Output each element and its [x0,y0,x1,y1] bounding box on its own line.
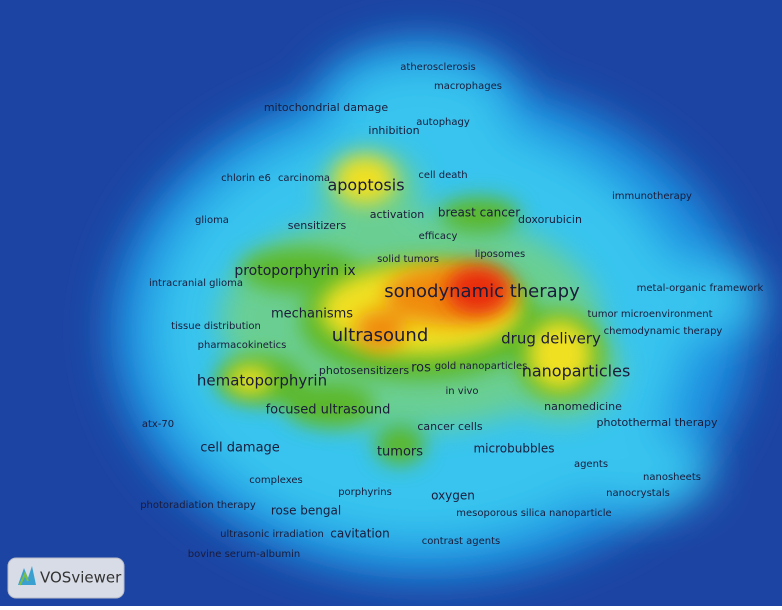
term-label[interactable]: doxorubicin [518,213,582,226]
term-label[interactable]: complexes [249,475,302,486]
term-label[interactable]: photoradiation therapy [140,500,256,511]
term-label[interactable]: tumors [377,445,423,460]
term-label[interactable]: intracranial glioma [149,278,243,289]
term-label[interactable]: apoptosis [327,176,404,195]
logo-box [7,557,125,599]
term-label[interactable]: ros [411,361,431,376]
term-label[interactable]: sonodynamic therapy [384,281,580,302]
term-label[interactable]: nanomedicine [544,400,622,413]
term-label[interactable]: chemodynamic therapy [604,326,723,337]
term-label[interactable]: breast cancer [438,206,520,220]
term-label[interactable]: tissue distribution [171,321,261,332]
term-label[interactable]: ultrasound [332,325,429,346]
term-label[interactable]: efficacy [419,231,458,242]
term-labels: atherosclerosis macrophages mitochondrial … [140,62,763,560]
term-label[interactable]: agents [574,459,608,470]
term-label[interactable]: oxygen [431,489,475,503]
term-label[interactable]: inhibition [368,124,419,137]
term-label[interactable]: atherosclerosis [400,62,475,73]
term-label[interactable]: hematoporphyrin [197,372,327,390]
term-label[interactable]: metal-organic framework [637,283,764,294]
term-label[interactable]: liposomes [475,249,525,260]
density-red [446,266,510,314]
term-label[interactable]: bovine serum-albumin [188,549,300,560]
term-label[interactable]: nanosheets [643,472,701,483]
term-label[interactable]: drug delivery [501,330,601,348]
term-label[interactable]: activation [370,208,425,221]
term-label[interactable]: ultrasonic irradiation [220,529,324,540]
term-label[interactable]: macrophages [434,81,502,92]
term-label[interactable]: protoporphyrin ix [234,263,355,279]
term-label[interactable]: contrast agents [422,536,501,547]
term-label[interactable]: chlorin e6 [221,173,271,184]
term-label[interactable]: mitochondrial damage [264,101,389,114]
term-label[interactable]: cell damage [200,441,280,456]
term-label[interactable]: cancer cells [417,420,483,433]
term-label[interactable]: cavitation [330,527,389,541]
logo-icon-line [19,571,29,586]
term-label[interactable]: gold nanoparticles [435,361,528,372]
term-label[interactable]: nanoparticles [522,362,631,381]
term-label[interactable]: mesoporous silica nanoparticle [456,508,611,519]
term-label[interactable]: pharmacokinetics [198,340,287,351]
term-label[interactable]: tumor microenvironment [587,309,712,320]
term-label[interactable]: mechanisms [271,307,353,322]
term-label[interactable]: nanocrystals [606,488,670,499]
logo: VOSviewer [7,557,125,599]
term-label[interactable]: immunotherapy [612,191,692,202]
term-label[interactable]: in vivo [445,386,478,397]
term-label[interactable]: glioma [195,215,229,226]
term-label[interactable]: atx-70 [142,419,174,430]
logo-text: VOSviewer [40,569,122,587]
term-label[interactable]: rose bengal [271,504,341,518]
term-label[interactable]: photosensitizers [319,364,409,377]
term-label[interactable]: autophagy [416,117,470,128]
term-label[interactable]: microbubbles [473,442,554,456]
term-label[interactable]: photothermal therapy [597,416,718,429]
term-label[interactable]: carcinoma [278,173,330,184]
term-label[interactable]: focused ultrasound [266,403,391,418]
term-label[interactable]: cell death [418,170,467,181]
term-label[interactable]: porphyrins [338,487,392,498]
term-label[interactable]: solid tumors [377,254,439,265]
term-label[interactable]: sensitizers [288,219,347,232]
